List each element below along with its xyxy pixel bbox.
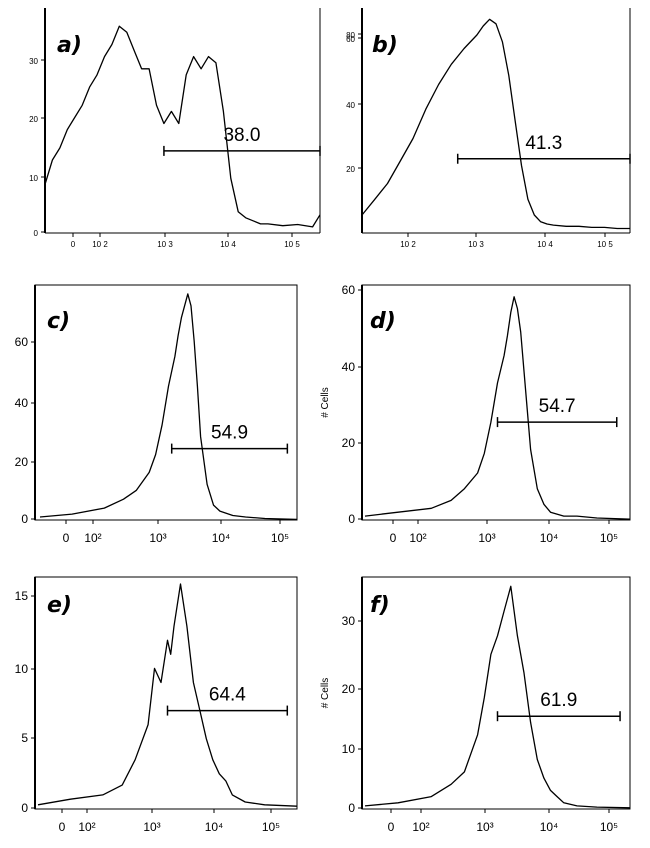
x-tick-label: 10³ xyxy=(478,531,495,545)
panel-label: d) xyxy=(370,309,396,334)
histogram-line xyxy=(364,296,631,520)
panel-label: a) xyxy=(57,33,82,58)
x-tick-label: 0 xyxy=(63,531,70,545)
x-tick-label: 10² xyxy=(409,531,426,545)
y-tick-label: 10 xyxy=(342,742,356,756)
y-tick-label: 10 xyxy=(15,662,29,676)
y-tick-label: 40 xyxy=(15,396,29,410)
gate-percentage: 64.4 xyxy=(209,685,246,706)
x-tick-label: 10 5 xyxy=(284,240,300,249)
panel-label: e) xyxy=(47,593,72,618)
y-tick-label: 80 xyxy=(346,31,355,40)
x-tick-label: 10⁵ xyxy=(262,820,280,834)
x-tick-label: 10 5 xyxy=(597,240,613,249)
y-axis-label: # Cells xyxy=(320,678,331,709)
y-tick-label: 20 xyxy=(342,682,356,696)
x-tick-label: 10⁴ xyxy=(540,820,559,834)
panel-a: 0 10 20 30 0 10 2 10 3 10 4 10 5 38.0 a) xyxy=(29,8,321,249)
panel-d: 0 20 40 60 0 10² 10³ 10⁴ 10⁵ 54.7 d) # Cells xyxy=(320,283,631,545)
y-tick-label: 30 xyxy=(342,614,356,628)
y-tick-label: 0 xyxy=(348,801,355,815)
panel-e: 0 5 10 15 0 10² 10³ 10⁴ 10⁵ 64.4 e) xyxy=(15,576,298,834)
y-tick-label: 20 xyxy=(346,165,355,174)
y-tick-label: 0 xyxy=(34,229,39,238)
y-tick-label: 20 xyxy=(15,455,29,469)
x-tick-label: 10² xyxy=(84,531,101,545)
y-tick-label: 10 xyxy=(29,174,38,183)
x-tick-label: 10 3 xyxy=(468,240,484,249)
histogram-line xyxy=(39,293,298,521)
histogram-line xyxy=(44,25,321,228)
y-tick-label: 0 xyxy=(21,512,28,526)
gate-percentage: 61.9 xyxy=(540,690,577,711)
gate-percentage: 54.7 xyxy=(539,396,576,417)
histogram-line xyxy=(37,583,298,807)
x-tick-label: 10⁵ xyxy=(600,531,618,545)
panel-c: 0 20 40 60 0 10² 10³ 10⁴ 10⁵ 54.9 c) xyxy=(15,284,298,545)
plot-frame xyxy=(34,576,298,810)
y-tick-label: 0 xyxy=(21,801,28,815)
x-tick-label: 10 2 xyxy=(400,240,416,249)
x-tick-label: 10⁴ xyxy=(540,531,559,545)
y-axis-label: # Cells xyxy=(320,387,331,418)
x-tick-label: 10³ xyxy=(143,820,160,834)
gate-percentage: 41.3 xyxy=(525,133,562,154)
y-tick-label: 20 xyxy=(29,115,38,124)
y-tick-label: 5 xyxy=(21,731,28,745)
x-tick-label: 10 3 xyxy=(157,240,173,249)
y-tick-label: 15 xyxy=(15,589,29,603)
y-tick-label: 0 xyxy=(348,512,355,526)
x-tick-label: 10 4 xyxy=(537,240,553,249)
y-tick-label: 40 xyxy=(342,360,356,374)
gate-percentage: 54.9 xyxy=(211,423,248,444)
x-tick-label: 10⁴ xyxy=(205,820,224,834)
x-tick-label: 10 4 xyxy=(220,240,236,249)
histogram-line xyxy=(361,18,630,230)
x-tick-label: 0 xyxy=(388,820,395,834)
x-tick-label: 10² xyxy=(412,820,429,834)
panel-label: c) xyxy=(47,309,70,334)
x-tick-label: 10⁴ xyxy=(212,531,231,545)
gate-percentage: 38.0 xyxy=(223,125,260,146)
x-tick-label: 10² xyxy=(78,820,95,834)
x-tick-label: 10⁵ xyxy=(271,531,289,545)
panel-f: 0 10 20 30 0 10² 10³ 10⁴ 10⁵ 61.9 f) # Cells xyxy=(320,576,631,834)
plot-frame xyxy=(361,576,631,810)
x-tick-label: 10³ xyxy=(476,820,493,834)
y-tick-label: 30 xyxy=(29,57,38,66)
y-tick-label: 60 xyxy=(346,35,355,44)
y-tick-label: 60 xyxy=(15,335,29,349)
histogram-line xyxy=(364,585,631,809)
x-tick-label: 10 2 xyxy=(92,240,108,249)
panel-label: b) xyxy=(372,33,398,58)
x-tick-label: 0 xyxy=(59,820,66,834)
plot-frame xyxy=(361,284,631,521)
y-tick-label: 40 xyxy=(346,101,355,110)
y-tick-label: 60 xyxy=(342,283,356,297)
x-tick-label: 10³ xyxy=(149,531,166,545)
y-tick-label: 20 xyxy=(342,436,356,450)
x-tick-label: 10⁵ xyxy=(600,820,618,834)
x-tick-label: 0 xyxy=(71,240,76,249)
x-tick-label: 0 xyxy=(390,531,397,545)
panel-label: f) xyxy=(370,593,390,618)
